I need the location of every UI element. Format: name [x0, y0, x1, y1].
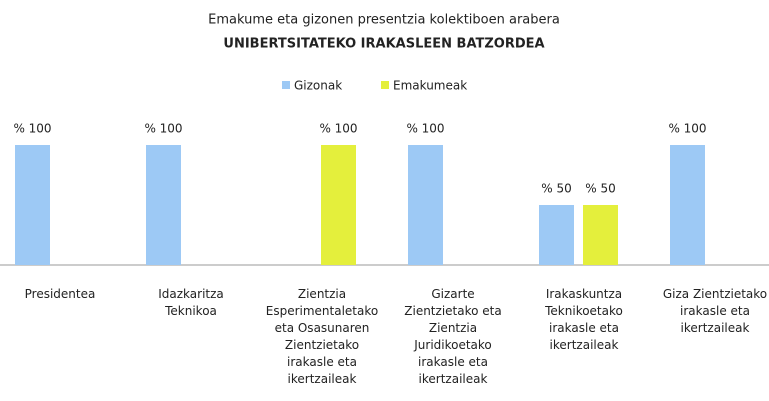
data-label: % 100 [13, 122, 51, 136]
data-label: % 50 [541, 182, 572, 196]
data-label: % 100 [668, 122, 706, 136]
data-label: % 50 [585, 182, 616, 196]
data-label: % 100 [406, 122, 444, 136]
data-label: % 100 [319, 122, 357, 136]
bar [670, 145, 705, 265]
x-tick-label: Idazkaritza Teknikoa [158, 287, 224, 318]
bar [146, 145, 181, 265]
bar [583, 205, 618, 265]
legend-swatch [282, 81, 290, 89]
x-tick-label: Gizarte Zientzietako eta Zientzia Juridi… [404, 287, 502, 386]
legend-swatch [381, 81, 389, 89]
x-tick-label: Zientzia Esperimentaletako eta Osasunare… [265, 287, 379, 386]
legend-label: Emakumeak [393, 79, 467, 93]
x-tick-label: Presidentea [24, 287, 96, 301]
bar [408, 145, 443, 265]
bar [321, 145, 356, 265]
chart-title: Emakume eta gizonen presentzia kolektibo… [208, 13, 560, 28]
chart-subtitle: UNIBERTSITATEKO IRAKASLEEN BATZORDEA [223, 37, 544, 52]
bar [539, 205, 574, 265]
x-tick-label: Giza Zientzietako irakasle eta ikertzail… [662, 287, 768, 335]
bar [15, 145, 50, 265]
legend-label: Gizonak [294, 79, 342, 93]
x-tick-label: Irakaskuntza Teknikoetako irakasle eta i… [545, 287, 623, 352]
data-label: % 100 [144, 122, 182, 136]
